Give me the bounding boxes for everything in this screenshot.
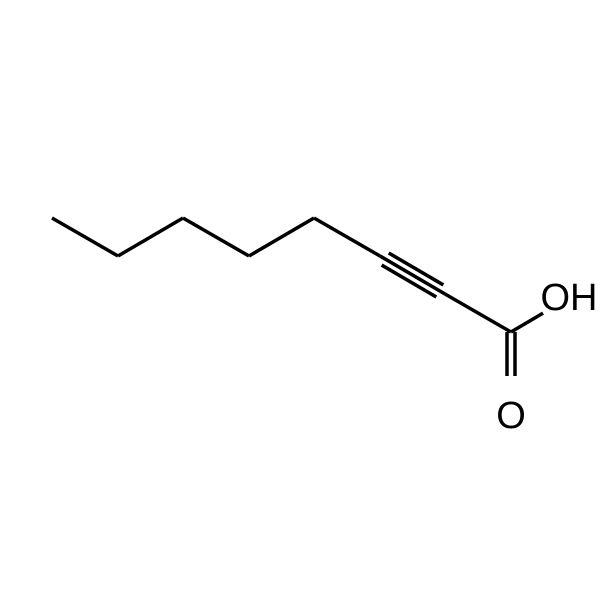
bond-line (118, 218, 183, 256)
atom-label: OH (541, 277, 598, 319)
bond-line (249, 218, 314, 256)
bond-line (511, 313, 543, 332)
bond-line (314, 218, 380, 256)
bond-line (389, 253, 444, 285)
atom-label: O (496, 395, 526, 437)
bond-line (183, 218, 249, 256)
bond-line (380, 256, 445, 294)
bond-line (445, 294, 511, 332)
bond-line (52, 218, 118, 256)
molecule-diagram: OH O (0, 0, 600, 600)
bond-line (382, 265, 437, 297)
